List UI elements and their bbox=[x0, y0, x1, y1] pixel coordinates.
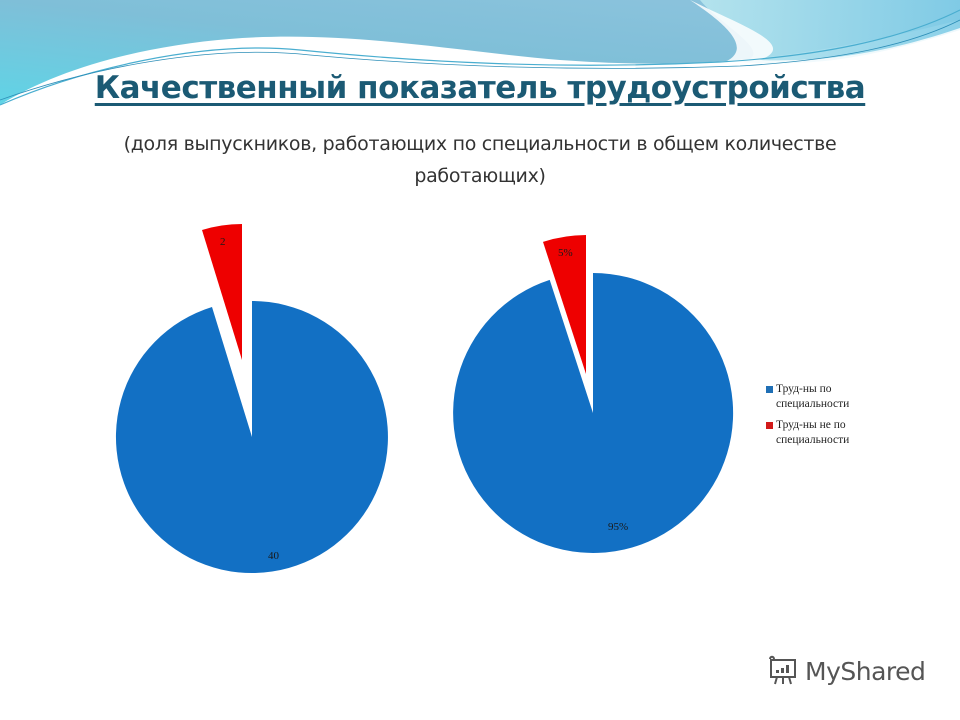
slide-subtitle: (доля выпускников, работающих по специал… bbox=[40, 128, 920, 192]
pie-chart-left: 2 40 bbox=[100, 220, 400, 590]
pie-slice-by-specialty[interactable] bbox=[453, 272, 734, 553]
data-label-red: 2 bbox=[220, 236, 226, 248]
legend-label: Труд-ны по специальности bbox=[776, 383, 850, 410]
data-label-blue: 40 bbox=[268, 550, 279, 562]
slide-title: Качественный показатель трудоустройства bbox=[94, 70, 866, 106]
legend-swatch-blue bbox=[766, 386, 773, 393]
chart-legend: Труд-ны по специальности Труд-ны не по спе… bbox=[766, 382, 896, 454]
watermark-text: MyShared bbox=[805, 656, 926, 686]
header-wave-background bbox=[0, 0, 960, 106]
legend-swatch-red bbox=[766, 422, 773, 429]
pie-slice-by-specialty[interactable] bbox=[115, 301, 388, 573]
subtitle-line-1: (доля выпускников, работающих по специал… bbox=[123, 133, 837, 155]
data-label-blue: 95% bbox=[608, 521, 629, 533]
data-label-red: 5% bbox=[558, 247, 573, 259]
presentation-board-icon bbox=[769, 655, 796, 685]
legend-item-by-specialty[interactable]: Труд-ны по специальности bbox=[766, 382, 896, 412]
legend-label: Труд-ны не по специальности bbox=[776, 419, 850, 446]
legend-item-not-by-specialty[interactable]: Труд-ны не по специальности bbox=[766, 418, 896, 448]
subtitle-line-2: работающих) bbox=[414, 165, 546, 187]
pie-slice-not-by-specialty[interactable] bbox=[543, 235, 586, 374]
pie-slice-not-by-specialty[interactable] bbox=[202, 223, 242, 360]
pie-chart-right: 5% 95% bbox=[440, 225, 750, 565]
watermark-logo: MyShared bbox=[765, 655, 926, 687]
